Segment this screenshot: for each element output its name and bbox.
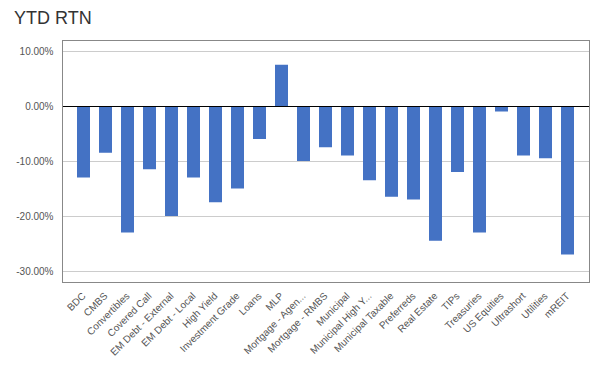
svg-text:Utilities: Utilities xyxy=(519,290,550,321)
svg-text:Municipal High Y...: Municipal High Y... xyxy=(308,290,374,356)
svg-text:Investment Grade: Investment Grade xyxy=(178,290,242,354)
svg-text:Mortgage - Agen...: Mortgage - Agen... xyxy=(241,290,308,357)
svg-text:Convertibles: Convertibles xyxy=(84,290,132,338)
svg-text:MLP: MLP xyxy=(263,290,286,313)
svg-text:US Equities: US Equities xyxy=(461,290,506,335)
svg-text:Municipal Taxable: Municipal Taxable xyxy=(331,290,396,355)
svg-text:mREIT: mREIT xyxy=(542,290,572,320)
svg-text:Covered Call: Covered Call xyxy=(105,290,154,339)
svg-text:Municipal: Municipal xyxy=(314,290,352,328)
svg-text:-30.00%: -30.00% xyxy=(16,266,53,277)
svg-text:EM Debt - External: EM Debt - External xyxy=(108,290,176,358)
svg-text:Loans: Loans xyxy=(237,290,264,317)
svg-text:Ultrashort: Ultrashort xyxy=(489,290,528,329)
svg-text:Preferreds: Preferreds xyxy=(376,290,418,331)
svg-text:High Yield: High Yield xyxy=(180,290,220,330)
svg-text:TIPs: TIPs xyxy=(439,290,462,313)
svg-text:EM Debt - Local: EM Debt - Local xyxy=(139,290,198,349)
svg-text:Mortgage - RMBS: Mortgage - RMBS xyxy=(265,290,330,355)
svg-text:-20.00%: -20.00% xyxy=(16,211,53,222)
svg-text:Real Estate: Real Estate xyxy=(395,290,440,335)
svg-text:BDC: BDC xyxy=(65,290,88,313)
svg-text:-10.00%: -10.00% xyxy=(16,156,53,167)
html-text:YTD RTN: YTD RTN xyxy=(14,8,92,28)
svg-text:CMBS: CMBS xyxy=(81,290,110,319)
svg-text:Treasuries: Treasuries xyxy=(442,290,484,332)
svg-text:0.00%: 0.00% xyxy=(25,101,53,112)
svg-text:10.00%: 10.00% xyxy=(20,46,54,57)
